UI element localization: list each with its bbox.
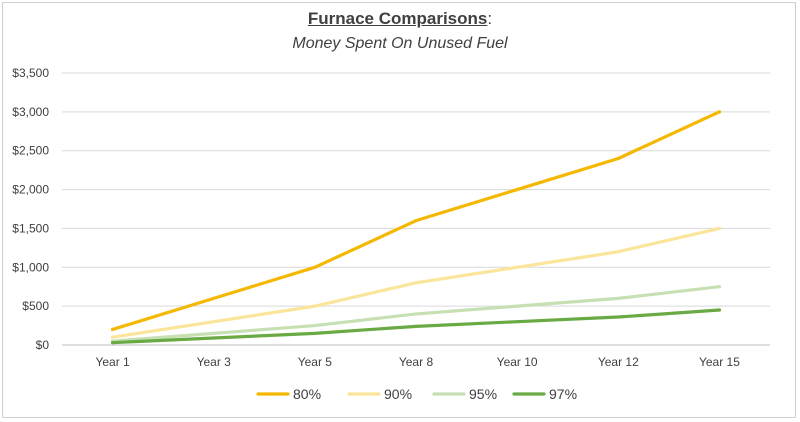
- y-tick-label: $3,000: [12, 105, 49, 119]
- data-point: [717, 308, 722, 312]
- data-point: [616, 296, 620, 300]
- data-point: [414, 312, 418, 316]
- chart-title-main: Furnace Comparisons: [307, 9, 488, 28]
- data-point: [110, 341, 115, 345]
- x-tick-label: Year 1: [95, 355, 130, 369]
- chart-frame: [2, 2, 796, 418]
- data-point: [515, 187, 519, 192]
- data-point: [515, 265, 519, 269]
- y-tick-label: $1,000: [12, 260, 49, 274]
- data-point: [313, 304, 317, 308]
- legend-label: 95%: [469, 386, 497, 402]
- data-point: [212, 320, 216, 324]
- x-tick-label: Year 8: [399, 355, 434, 369]
- legend-item-97pct: 97%: [512, 386, 577, 402]
- data-point: [313, 265, 317, 269]
- legend-item-80pct: 80%: [256, 386, 321, 402]
- data-point: [313, 331, 317, 335]
- data-point: [717, 226, 722, 231]
- x-axis: Year 1 Year 3 Year 5 Year 8 Year 10 Year 12 Ye…: [95, 355, 740, 369]
- data-point: [313, 323, 317, 328]
- data-point: [717, 110, 722, 114]
- y-tick-label: $2,500: [12, 144, 49, 158]
- data-point: [212, 336, 216, 340]
- chart-title-suffix: :: [487, 9, 493, 28]
- data-point: [616, 315, 620, 319]
- data-point: [414, 324, 418, 328]
- x-tick-label: Year 5: [298, 355, 333, 369]
- data-point: [212, 296, 216, 300]
- x-tick-label: Year 3: [197, 355, 232, 369]
- data-point: [616, 156, 620, 161]
- legend: 80% 90% 95% 97%: [256, 386, 577, 402]
- data-point: [515, 304, 519, 308]
- data-point: [414, 281, 418, 285]
- x-tick-label: Year 10: [497, 355, 538, 369]
- y-axis: $0 $500 $1,000 $1,500 $2,000 $2,500 $3,000 $3,5…: [12, 66, 49, 352]
- y-tick-label: $3,500: [12, 66, 49, 80]
- series-lines: [110, 110, 722, 345]
- legend-label: 90%: [384, 386, 412, 402]
- x-tick-label: Year 12: [598, 355, 639, 369]
- y-tick-label: $500: [22, 299, 49, 313]
- legend-label: 80%: [293, 386, 321, 402]
- chart-title: Furnace Comparisons:: [0, 9, 800, 29]
- data-point: [110, 327, 115, 332]
- data-point: [717, 285, 722, 289]
- chart-subtitle: Money Spent On Unused Fuel: [292, 35, 508, 52]
- x-tick-label: Year 15: [699, 355, 740, 369]
- y-tick-label: $0: [36, 338, 50, 352]
- gridlines: [62, 72, 770, 346]
- legend-item-95pct: 95%: [432, 386, 497, 402]
- data-point: [414, 219, 418, 223]
- data-point: [616, 250, 620, 254]
- y-tick-label: $1,500: [12, 221, 49, 235]
- data-point: [110, 335, 115, 339]
- data-point: [515, 320, 519, 324]
- data-point: [212, 331, 216, 335]
- legend-label: 97%: [549, 386, 577, 402]
- legend-item-90pct: 90%: [347, 386, 412, 402]
- y-tick-label: $2,000: [12, 183, 49, 197]
